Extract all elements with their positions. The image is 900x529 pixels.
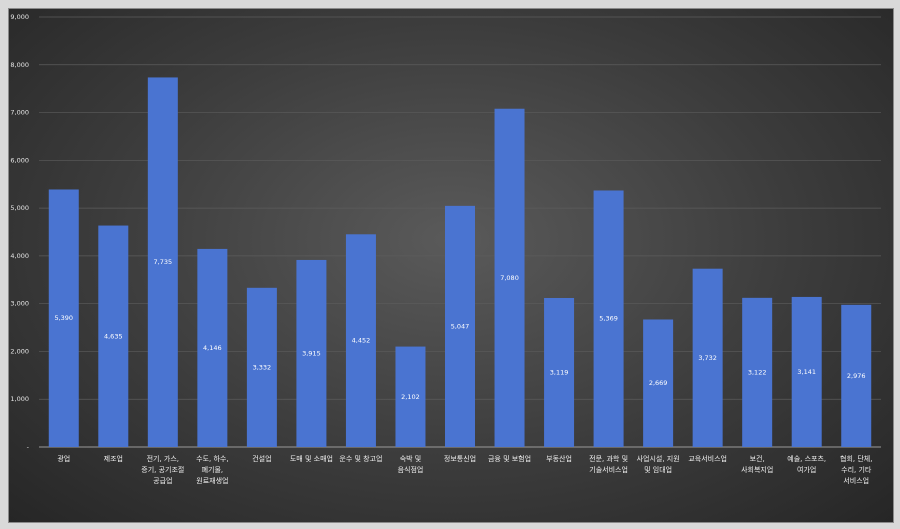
data-label: 4,452 xyxy=(352,337,371,345)
x-tick-label: 광업 xyxy=(57,455,70,463)
y-tick-label: 6,000 xyxy=(10,156,29,164)
x-tick-label: 정보통신업 xyxy=(444,454,476,463)
bar xyxy=(593,190,624,447)
x-tick-label-line: 사회복지업 xyxy=(741,465,773,474)
x-tick-label-line: 금융 및 보험업 xyxy=(488,455,531,463)
bar xyxy=(197,248,228,447)
x-tick-label-line: 서비스업 xyxy=(843,476,869,485)
data-label: 2,669 xyxy=(649,379,668,387)
x-tick-label-line: 폐기물, xyxy=(202,465,224,474)
data-label: 4,635 xyxy=(104,332,123,340)
x-tick-label-line: 도매 및 소매업 xyxy=(290,455,333,463)
x-tick-label: 제조업 xyxy=(104,455,123,463)
bar xyxy=(643,319,674,447)
x-tick-label-line: 증기, 공기조절 xyxy=(141,465,184,474)
x-tick-label-line: 운수 및 창고업 xyxy=(339,455,382,463)
x-tick-label-line: 예술, 스포츠, xyxy=(787,454,826,463)
bar xyxy=(48,189,79,447)
bar xyxy=(841,304,872,447)
data-label: 3,732 xyxy=(698,354,717,362)
data-label: 5,390 xyxy=(54,314,73,322)
x-tick-label: 교육서비스업 xyxy=(688,454,727,463)
x-tick-label-line: 기술서비스업 xyxy=(589,465,628,474)
data-label: 3,141 xyxy=(797,368,816,376)
x-tick-label: 운수 및 창고업 xyxy=(339,455,382,463)
y-tick-label: 2,000 xyxy=(10,347,29,355)
bar xyxy=(494,108,525,447)
y-tick-label: 1,000 xyxy=(10,395,29,403)
y-tick-label: - xyxy=(27,443,30,451)
x-tick-label-line: 협회, 단체, xyxy=(840,454,872,463)
x-tick-label-line: 제조업 xyxy=(104,455,123,463)
bar xyxy=(692,268,723,447)
x-tick-label-line: 보건, xyxy=(750,454,765,463)
y-tick-label: 9,000 xyxy=(10,13,29,21)
bar xyxy=(445,205,475,447)
data-label: 4,146 xyxy=(203,344,222,352)
y-tick-label: 7,000 xyxy=(10,109,29,117)
x-tick-label-line: 교육서비스업 xyxy=(688,454,727,463)
bar xyxy=(395,346,426,447)
y-tick-label: 8,000 xyxy=(10,61,29,69)
x-tick-label: 예술, 스포츠, 여가업 xyxy=(787,454,826,474)
x-tick-label-line: 부동산업 xyxy=(546,454,572,463)
bar xyxy=(791,296,822,447)
x-tick-label-line: 수도, 하수, xyxy=(196,454,228,463)
bar xyxy=(345,234,376,447)
y-tick-label: 3,000 xyxy=(10,300,29,308)
data-label: 3,332 xyxy=(253,363,272,371)
x-tick-label-line: 건설업 xyxy=(252,454,271,463)
bar xyxy=(544,297,575,447)
data-label: 3,119 xyxy=(550,368,569,376)
data-label: 2,102 xyxy=(401,393,420,401)
data-label: 3,122 xyxy=(748,368,767,376)
bar xyxy=(296,259,327,447)
data-labels: 5,390 4,635 7,735 4,146 3,332 3,915 4,452 2,102… xyxy=(54,258,865,401)
x-tick-label-line: 정보통신업 xyxy=(444,454,476,463)
x-tick-label-line: 여가업 xyxy=(797,465,816,474)
data-label: 3,915 xyxy=(302,349,321,357)
data-label: 7,735 xyxy=(154,258,173,266)
x-tick-label-line: 및 임대업 xyxy=(644,466,672,474)
x-tick-label-line: 전기, 가스, xyxy=(147,454,179,463)
x-tick-label-line: 광업 xyxy=(57,455,70,463)
data-label: 7,080 xyxy=(500,274,519,282)
x-tick-label: 수도, 하수, 폐기물, 원료재생업 xyxy=(196,454,228,485)
bar xyxy=(246,287,277,447)
y-tick-label: 4,000 xyxy=(10,252,29,260)
x-tick-label-line: 수리, 기타 xyxy=(841,465,872,474)
x-tick-label-line: 공급업 xyxy=(153,477,172,485)
data-label: 2,976 xyxy=(847,372,866,380)
y-axis: - 1,000 2,000 3,000 4,000 5,000 6,000 7,000 8,00… xyxy=(10,13,29,451)
x-tick-label: 금융 및 보험업 xyxy=(488,455,531,463)
x-tick-label: 건설업 xyxy=(252,454,271,463)
bar xyxy=(742,297,773,447)
x-tick-label-line: 원료재생업 xyxy=(196,476,228,485)
bars xyxy=(48,77,872,447)
x-tick-label-line: 사업시설, 지원 xyxy=(637,454,680,463)
bar-chart: - 1,000 2,000 3,000 4,000 5,000 6,000 7,000 8,00… xyxy=(10,13,881,485)
data-label: 5,369 xyxy=(599,315,618,323)
bar xyxy=(98,225,129,447)
x-tick-label-line: 음식점업 xyxy=(398,465,424,474)
x-tick-label: 도매 및 소매업 xyxy=(290,455,333,463)
x-tick-label-line: 숙박 및 xyxy=(400,454,422,463)
chart-frame: - 1,000 2,000 3,000 4,000 5,000 6,000 7,000 8,00… xyxy=(8,8,894,523)
x-tick-label: 보건, 사회복지업 xyxy=(741,454,773,474)
y-tick-label: 5,000 xyxy=(10,204,29,212)
bar xyxy=(147,77,178,447)
data-label: 5,047 xyxy=(451,322,470,330)
x-tick-label-line: 전문, 과학 및 xyxy=(589,454,628,463)
x-tick-label: 부동산업 xyxy=(546,454,572,463)
